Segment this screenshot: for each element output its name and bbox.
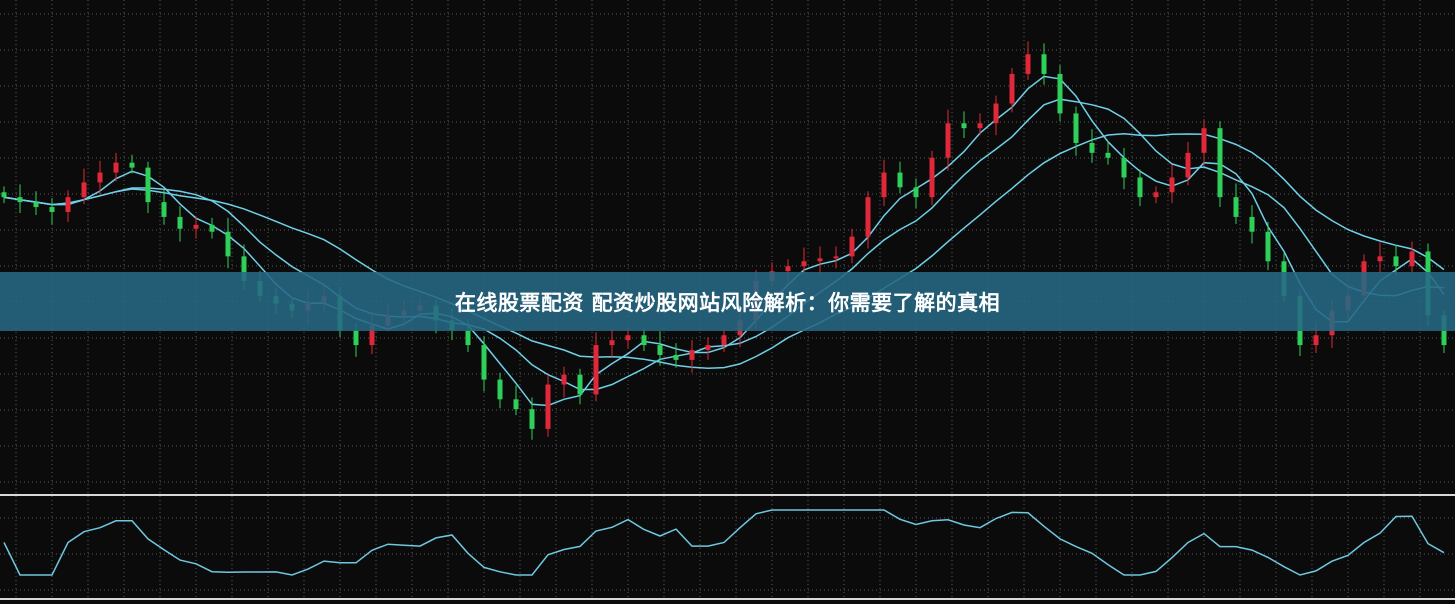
candle-body bbox=[1105, 152, 1111, 158]
candle-body bbox=[17, 197, 23, 203]
oscillator-line bbox=[3, 509, 1445, 576]
candle-body bbox=[81, 182, 87, 198]
candle-body bbox=[1073, 113, 1079, 143]
candle-body bbox=[1201, 128, 1207, 153]
candle-body bbox=[545, 384, 551, 429]
candle-body bbox=[225, 231, 231, 257]
candle-body bbox=[657, 345, 663, 355]
candle-body bbox=[529, 409, 535, 429]
candle-body bbox=[1409, 251, 1415, 267]
candle-body bbox=[625, 335, 631, 341]
candle-body bbox=[673, 354, 679, 360]
candle-body bbox=[561, 374, 567, 385]
candle-body bbox=[129, 162, 135, 168]
candle-body bbox=[97, 172, 103, 183]
candle-body bbox=[689, 350, 695, 360]
candle-body bbox=[977, 123, 983, 129]
candle-body bbox=[1057, 73, 1063, 114]
candle-body bbox=[945, 123, 951, 158]
candle-body bbox=[1265, 231, 1271, 262]
candle-body bbox=[513, 399, 519, 410]
candle-body bbox=[817, 258, 823, 262]
candle-body bbox=[161, 202, 167, 217]
banner-title: 在线股票配资 配资炒股网站风险解析：你需要了解的真相 bbox=[454, 290, 1001, 315]
candle-body bbox=[993, 103, 999, 124]
candle-body bbox=[641, 335, 647, 346]
candle-body bbox=[145, 167, 151, 203]
candle-body bbox=[1249, 216, 1255, 232]
candle-body bbox=[193, 224, 199, 229]
candle-body bbox=[481, 345, 487, 380]
candle-body bbox=[241, 256, 247, 282]
candle-body bbox=[1009, 73, 1015, 104]
candle-body bbox=[49, 207, 55, 212]
candle-body bbox=[865, 197, 871, 237]
candle-body bbox=[1137, 177, 1143, 198]
candle-body bbox=[177, 216, 183, 229]
candle-body bbox=[353, 330, 359, 346]
candle-body bbox=[913, 187, 919, 198]
candle-body bbox=[1153, 192, 1159, 198]
candle-body bbox=[465, 330, 471, 346]
candle-body bbox=[1121, 157, 1127, 178]
candle-body bbox=[1377, 256, 1383, 262]
candle-body bbox=[1041, 54, 1047, 74]
candle-body bbox=[1217, 128, 1223, 198]
candle-body bbox=[1089, 142, 1095, 153]
candle-body bbox=[497, 379, 503, 400]
candle-body bbox=[961, 123, 967, 129]
candle-body bbox=[369, 325, 375, 346]
title-banner: 在线股票配资 配资炒股网站风险解析：你需要了解的真相 bbox=[0, 272, 1455, 331]
candle-body bbox=[1393, 256, 1399, 267]
candle-body bbox=[897, 172, 903, 188]
candle-body bbox=[1313, 335, 1319, 346]
candle-body bbox=[785, 266, 791, 272]
candle-body bbox=[65, 197, 71, 212]
candle-body bbox=[1025, 54, 1031, 74]
candle-body bbox=[705, 345, 711, 351]
candle-body bbox=[577, 374, 583, 395]
candle-body bbox=[801, 261, 807, 267]
candle-body bbox=[1, 192, 7, 198]
candle-body bbox=[113, 162, 119, 173]
candle-body bbox=[849, 236, 855, 257]
candle-body bbox=[593, 345, 599, 395]
moving-average-line-4 bbox=[3, 75, 1445, 407]
candle-body bbox=[209, 224, 215, 232]
candle-body bbox=[929, 157, 935, 198]
candle-body bbox=[1233, 197, 1239, 217]
candle-body bbox=[881, 172, 887, 198]
candle-body bbox=[33, 202, 39, 208]
candle-body bbox=[1169, 177, 1175, 193]
candle-body bbox=[833, 256, 839, 259]
candle-body bbox=[1185, 152, 1191, 178]
candle-body bbox=[609, 340, 615, 346]
candle-body bbox=[721, 335, 727, 346]
